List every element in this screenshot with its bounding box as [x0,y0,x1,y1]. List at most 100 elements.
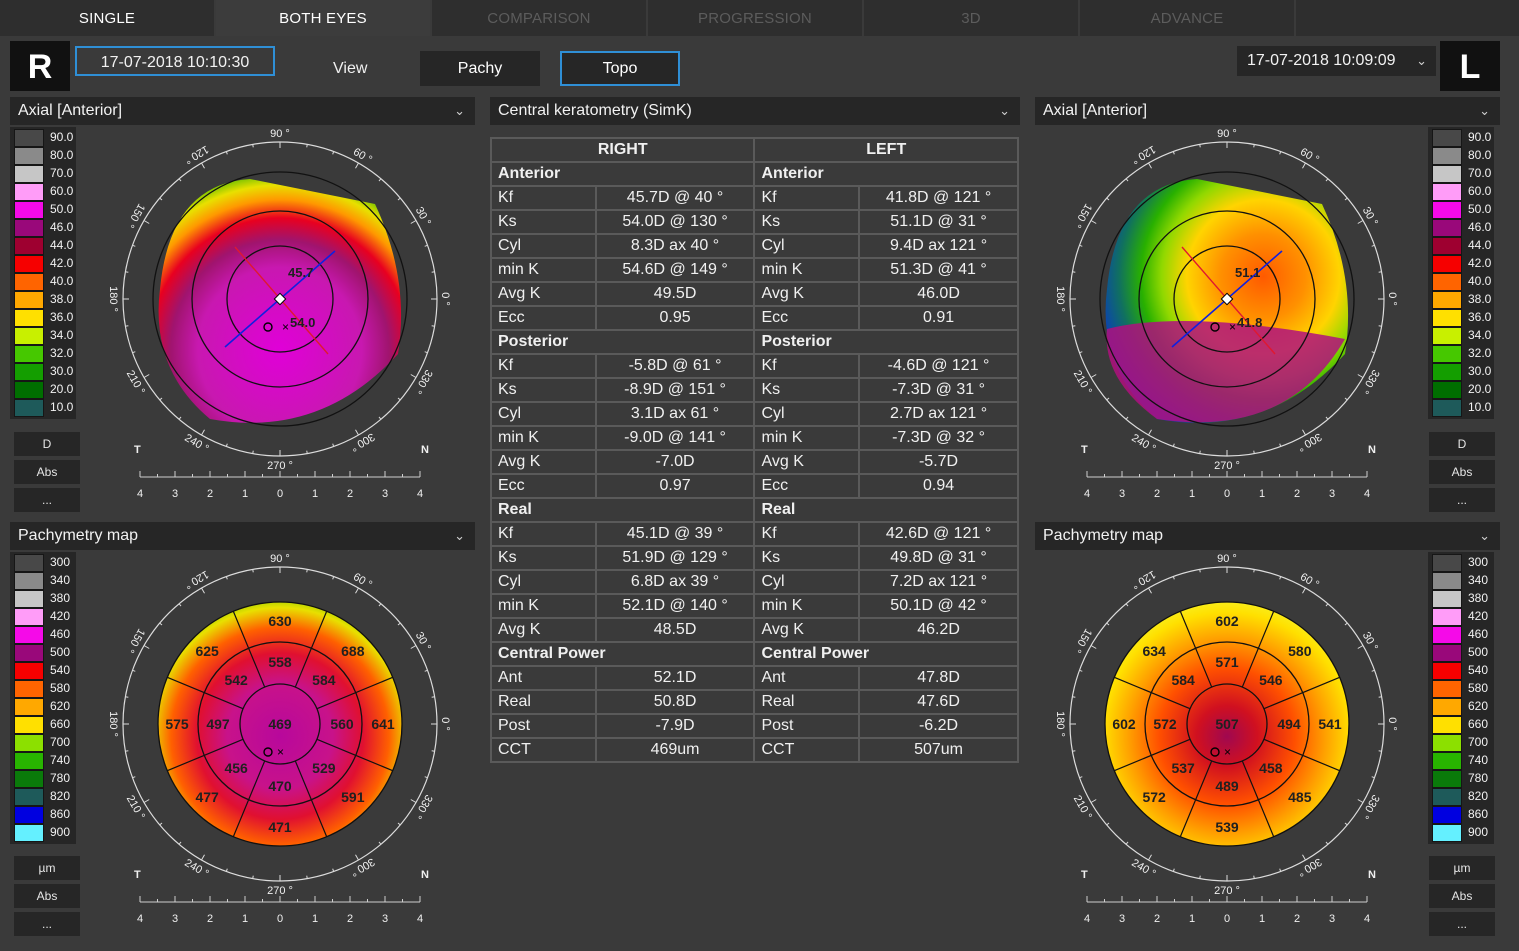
right-exam-date[interactable]: 17-07-2018 10:10:30 [75,46,275,76]
table-row: Ant 52.1D Ant 47.8D [490,665,1019,691]
abs-button[interactable]: Abs [1429,884,1495,908]
degree-tick [125,325,129,327]
degree-tick [1199,569,1201,573]
value-cell: -6.2D [858,713,1019,739]
diopter-button[interactable]: D [14,432,80,456]
section-label: Central Power [489,641,756,667]
degree-tick [431,325,435,327]
pachy-right-dropdown[interactable]: Pachymetry map ⌄ [10,522,475,550]
table-row: Avg K 49.5D Avg K 46.0D [490,281,1019,307]
section-row: Anterior Anterior [489,161,1019,187]
scale-label: 0 [277,913,283,925]
degree-tick [355,854,359,861]
value-cell: -8.9D @ 151 ° [594,377,756,403]
keratometry-dropdown[interactable]: Central keratometry (SimK) ⌄ [490,97,1020,125]
legend-label: 38.0 [1468,292,1492,306]
scale-label: 3 [1119,913,1125,925]
degree-tick [252,144,254,148]
legend-swatch [1432,183,1462,201]
legend-label: 820 [50,789,71,803]
label-cell: min K [753,257,861,283]
legend-label: 420 [1468,609,1489,623]
more-button[interactable]: ... [14,912,80,936]
legend-label: 46.0 [1468,220,1492,234]
right-eye-badge: R [10,41,70,91]
pachy-button[interactable]: Pachy [420,51,540,86]
pachy-left-dropdown[interactable]: Pachymetry map ⌄ [1035,522,1500,550]
degree-tick [1325,178,1329,182]
label-cell: Ecc [490,473,597,499]
value-cell: 51.3D @ 41 ° [858,257,1019,283]
tab-comparison[interactable]: COMPARISON [432,0,648,36]
degree-tick [1378,271,1382,273]
scale-label: 3 [1119,488,1125,500]
micron-button[interactable]: µm [14,856,80,880]
section-label: Real [489,497,756,523]
degree-tick [1357,645,1364,649]
sector-line [1241,760,1275,837]
pachy-value-outer: 641 [371,716,395,732]
topo-button[interactable]: Topo [560,51,680,86]
value-cell: -9.0D @ 141 ° [594,425,756,451]
legend-swatch [14,309,44,327]
degree-tick [332,576,335,580]
legend-label: 580 [1468,681,1489,695]
pachy-value-mid: 494 [1277,716,1301,732]
tab-advance[interactable]: ADVANCE [1080,0,1296,36]
left-eye-badge: L [1440,41,1500,91]
value-cell: 54.6D @ 149 ° [594,257,756,283]
legend-label: 44.0 [1468,238,1492,252]
degree-tick [1079,669,1083,672]
more-button[interactable]: ... [1429,488,1495,512]
legend-label: 660 [1468,717,1489,731]
label-cell: Ks [753,209,861,235]
legend-label: 740 [1468,753,1489,767]
angle-label: 180 ° [1057,286,1066,312]
pachymetry-map-right[interactable]: 630 688 641 591 471 477 575 625 558 584 560 529 470 4… [110,552,450,932]
angle-label: 330 ° [411,367,434,395]
tab-3d[interactable]: 3D [864,0,1080,36]
tab-both-eyes[interactable]: BOTH EYES [216,0,432,36]
angle-label: 210 ° [1071,368,1094,396]
legend-swatch [14,381,44,399]
sector-line [1179,760,1213,837]
label-cell: Cyl [490,233,597,259]
degree-tick [1371,669,1375,672]
abs-button[interactable]: Abs [1429,460,1495,484]
pachymetry-map-left[interactable]: 602 580 541 485 539 572 602 634 571 546 494 458 489 5… [1057,552,1397,932]
left-exam-date-select[interactable]: 17-07-2018 10:09:09 ⌄ [1237,46,1436,76]
more-button[interactable]: ... [14,488,80,512]
axial-map-right[interactable]: × 45.7 54.0 0 ° 30 ° 60 ° 90 ° 120 ° 150 ° 180 ° 2… [110,127,450,507]
legend-swatch [1432,237,1462,255]
legend-swatch [1432,255,1462,273]
vertex-marker: × [1229,320,1236,334]
legend-label: 90.0 [50,130,74,144]
degree-tick [424,351,428,354]
axial-left-dropdown[interactable]: Axial [Anterior] ⌄ [1035,97,1500,125]
tab-single[interactable]: SINGLE [0,0,216,36]
pachy-value-mid: 584 [312,672,336,688]
axial-map-left[interactable]: × 51.1 41.8 0 ° 30 ° 60 ° 90 ° 120 ° 150 ° 180 ° 2… [1057,127,1397,507]
legend-swatch [1432,698,1462,716]
diopter-button[interactable]: D [1429,432,1495,456]
more-button[interactable]: ... [1429,912,1495,936]
degree-tick [397,622,401,626]
pachy-value-mid: 529 [312,760,336,776]
degree-tick [252,875,254,879]
tab-progression[interactable]: PROGRESSION [648,0,864,36]
abs-button[interactable]: Abs [14,884,80,908]
axial-right-dropdown[interactable]: Axial [Anterior] ⌄ [10,97,475,125]
degree-tick [1090,374,1097,378]
degree-tick [1148,854,1152,861]
pachy-value-mid: 537 [1171,760,1195,776]
value-cell: -7.0D [594,449,756,475]
angle-label: 90 ° [1217,128,1237,140]
degree-tick [424,669,428,672]
micron-button[interactable]: µm [1429,856,1495,880]
abs-button[interactable]: Abs [14,460,80,484]
pachy-value-outer: 634 [1142,643,1166,659]
degree-tick [1079,244,1083,247]
scale-label: 1 [312,488,318,500]
legend-label: 60.0 [50,184,74,198]
legend-label: 38.0 [50,292,74,306]
